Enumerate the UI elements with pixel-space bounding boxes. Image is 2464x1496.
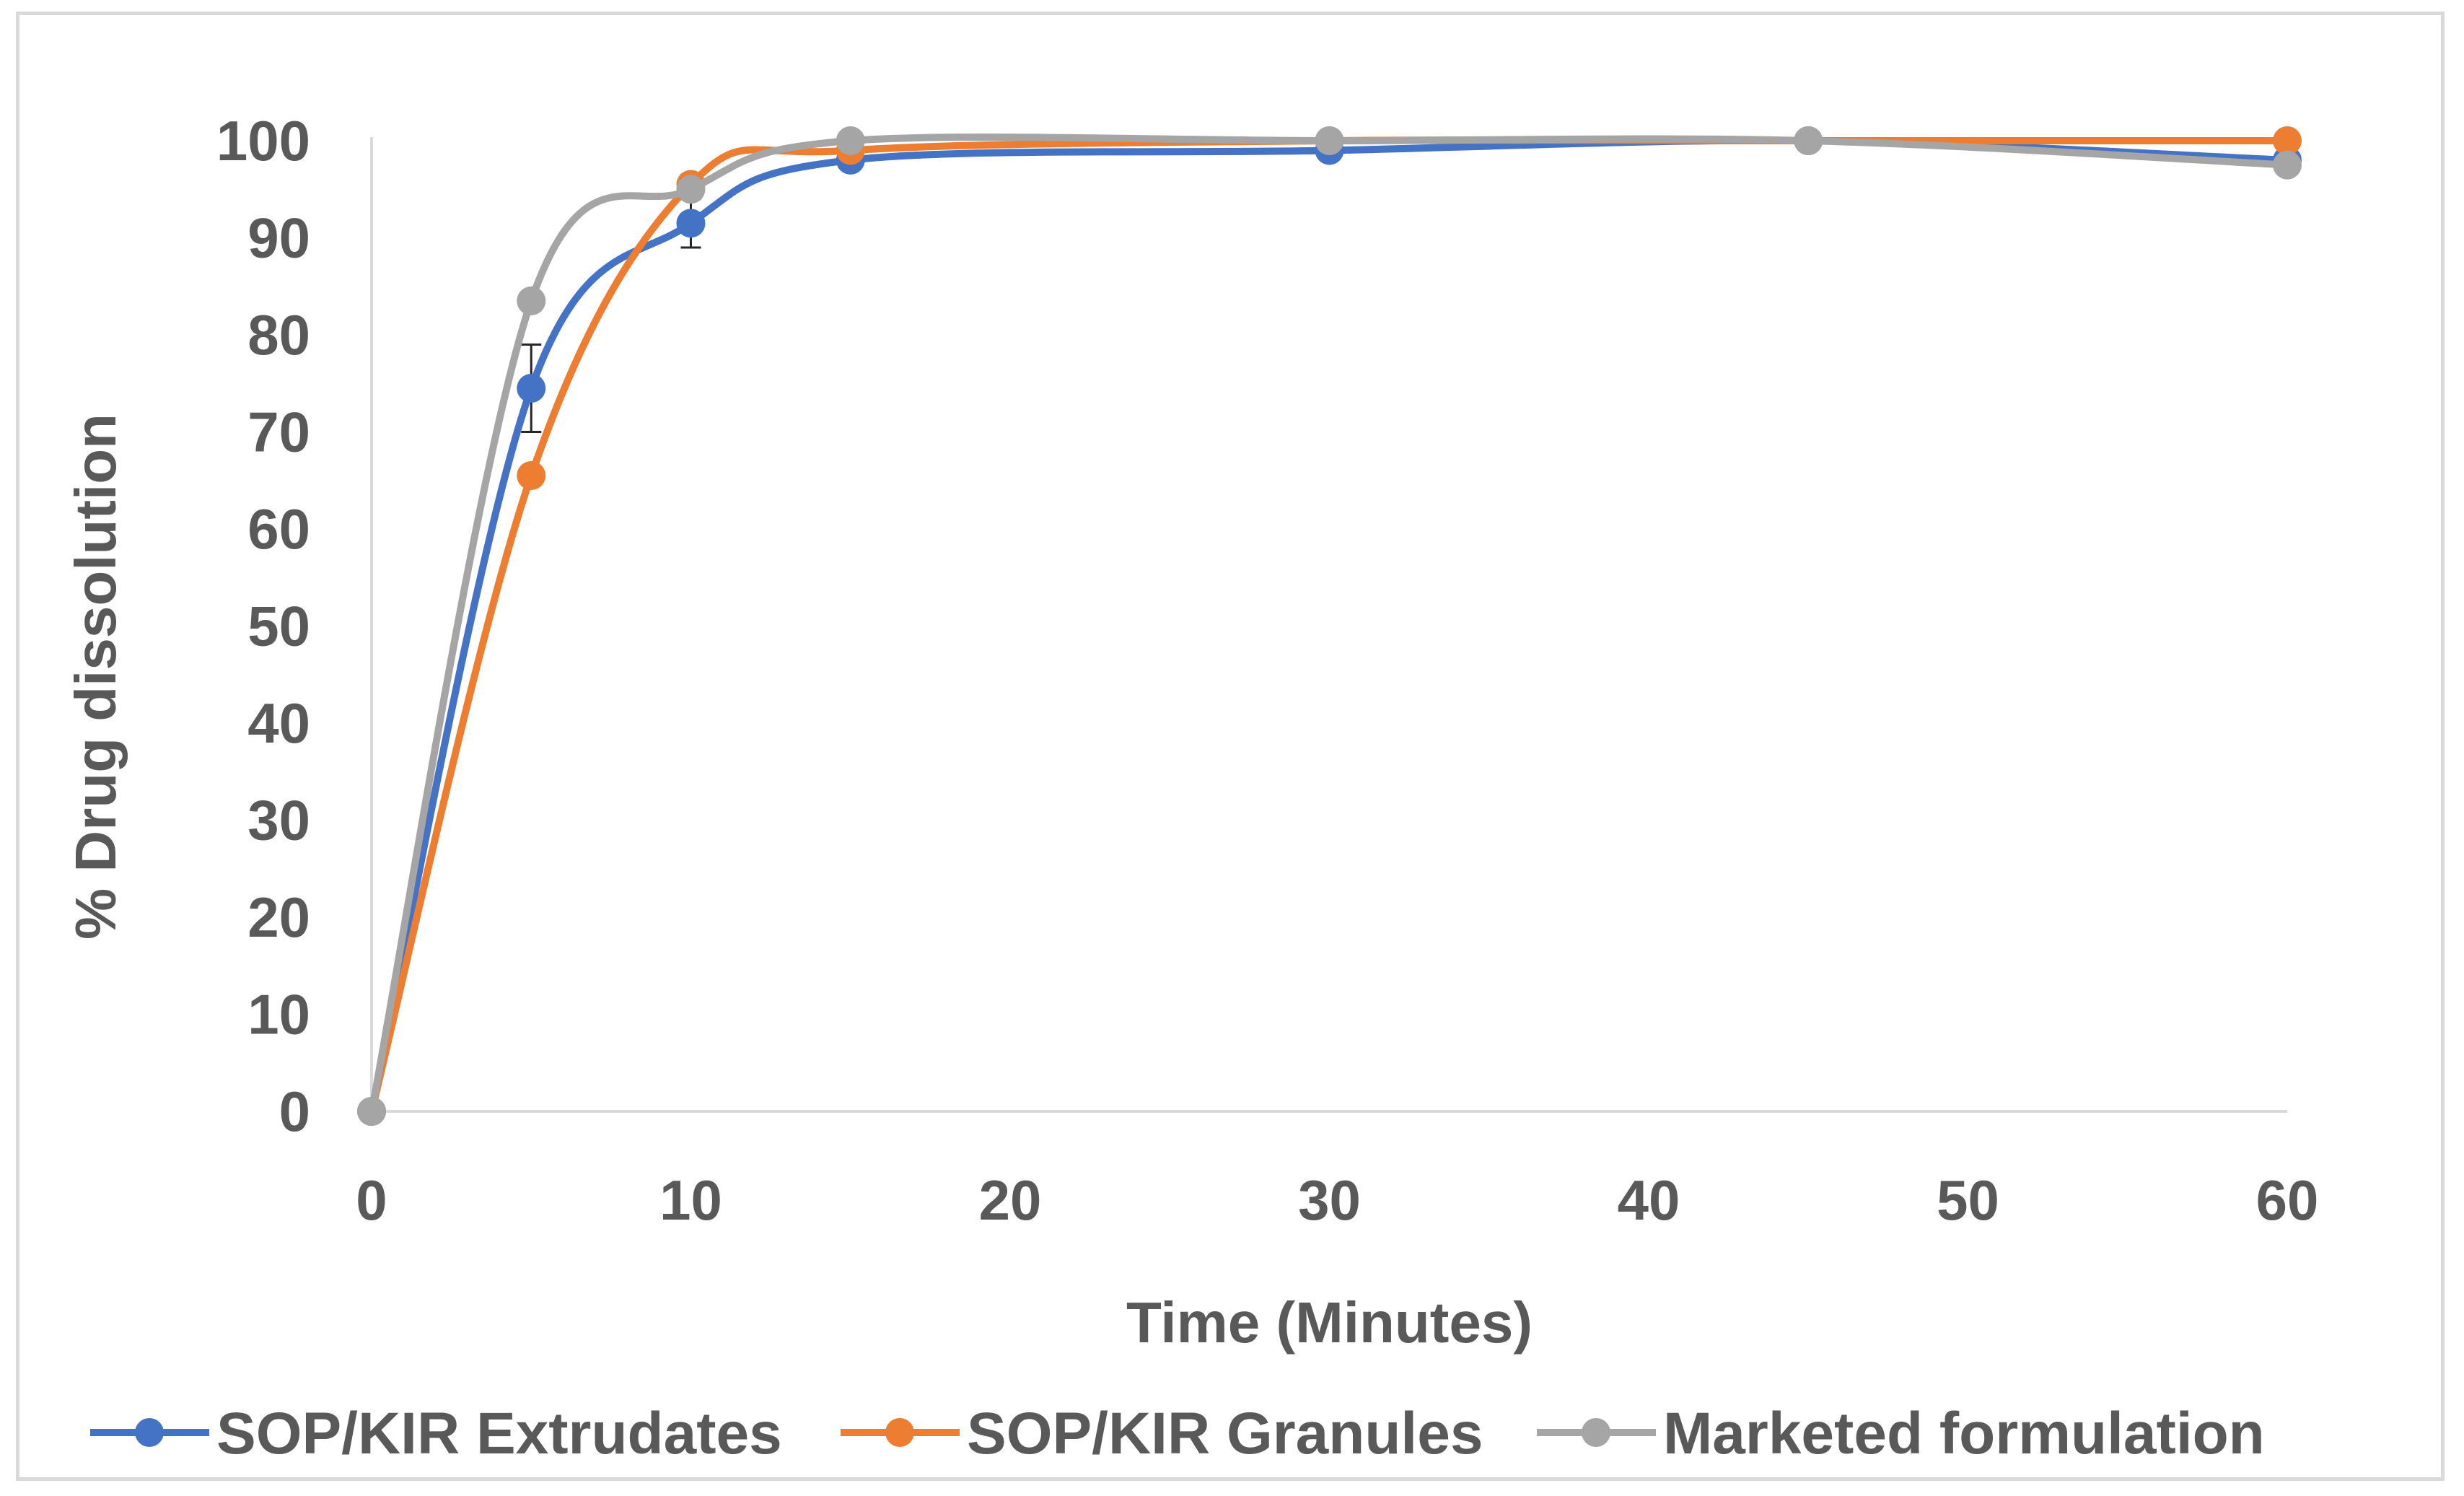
data-point	[517, 373, 546, 403]
x-tick-label: 0	[356, 1168, 387, 1232]
x-tick-label: 20	[979, 1168, 1042, 1232]
legend-item: SOP/KIR Extrudates	[90, 1401, 782, 1466]
y-tick-label: 50	[247, 595, 310, 658]
y-tick-label: 100	[216, 109, 310, 172]
series-2	[357, 126, 2302, 1126]
x-tick-label: 30	[1298, 1168, 1361, 1232]
x-tick-label: 50	[1937, 1168, 1999, 1232]
legend-marker	[885, 1418, 914, 1447]
data-point	[1315, 126, 1344, 155]
data-point	[676, 209, 706, 238]
x-axis-title: Time (Minutes)	[1126, 1290, 1533, 1355]
labels-layer: Time (Minutes) % Drug dissolution	[63, 414, 1533, 1355]
series-line	[368, 136, 2291, 1115]
data-point	[517, 286, 546, 315]
legend-label: Marketed formulation	[1663, 1401, 2265, 1466]
series-line	[368, 134, 2291, 1115]
legend-marker	[1582, 1418, 1610, 1447]
legend: SOP/KIR Extrudates SOP/KIR Granules Market…	[90, 1401, 2265, 1466]
x-tick-label: 40	[1618, 1168, 1680, 1232]
y-axis-title: % Drug dissolution	[63, 414, 128, 940]
axes-layer: 0 10 20 30 40 50 60 70 80 90 100 0 10 20 30 40 50 60	[216, 109, 2319, 1232]
y-tick-label: 20	[247, 885, 310, 949]
data-point	[2273, 126, 2302, 155]
series-1	[357, 126, 2302, 1126]
series-line	[368, 136, 2291, 1115]
y-tick-label: 0	[279, 1080, 310, 1143]
series-layer	[357, 126, 2302, 1126]
y-tick-label: 40	[247, 691, 310, 755]
y-tick-label: 30	[247, 789, 310, 852]
y-tick-label: 90	[247, 206, 310, 270]
series-3	[357, 126, 2302, 1126]
legend-item: SOP/KIR Granules	[841, 1401, 1483, 1466]
legend-item: Marketed formulation	[1537, 1401, 2265, 1466]
data-point	[2273, 150, 2302, 180]
y-tick-label: 80	[247, 303, 310, 367]
y-tick-label: 10	[247, 983, 310, 1046]
y-tick-label: 60	[247, 497, 310, 561]
x-tick-label: 60	[2256, 1168, 2319, 1232]
x-tick-label: 10	[659, 1168, 722, 1232]
data-point	[357, 1097, 386, 1126]
y-tick-label: 70	[247, 401, 310, 464]
legend-label: SOP/KIR Extrudates	[216, 1401, 782, 1466]
legend-label: SOP/KIR Granules	[967, 1401, 1483, 1466]
data-point	[676, 175, 706, 204]
legend-marker	[135, 1418, 164, 1447]
chart-frame	[16, 12, 2445, 1481]
data-point	[1794, 126, 1823, 155]
data-point	[836, 126, 865, 155]
data-point	[517, 461, 546, 491]
